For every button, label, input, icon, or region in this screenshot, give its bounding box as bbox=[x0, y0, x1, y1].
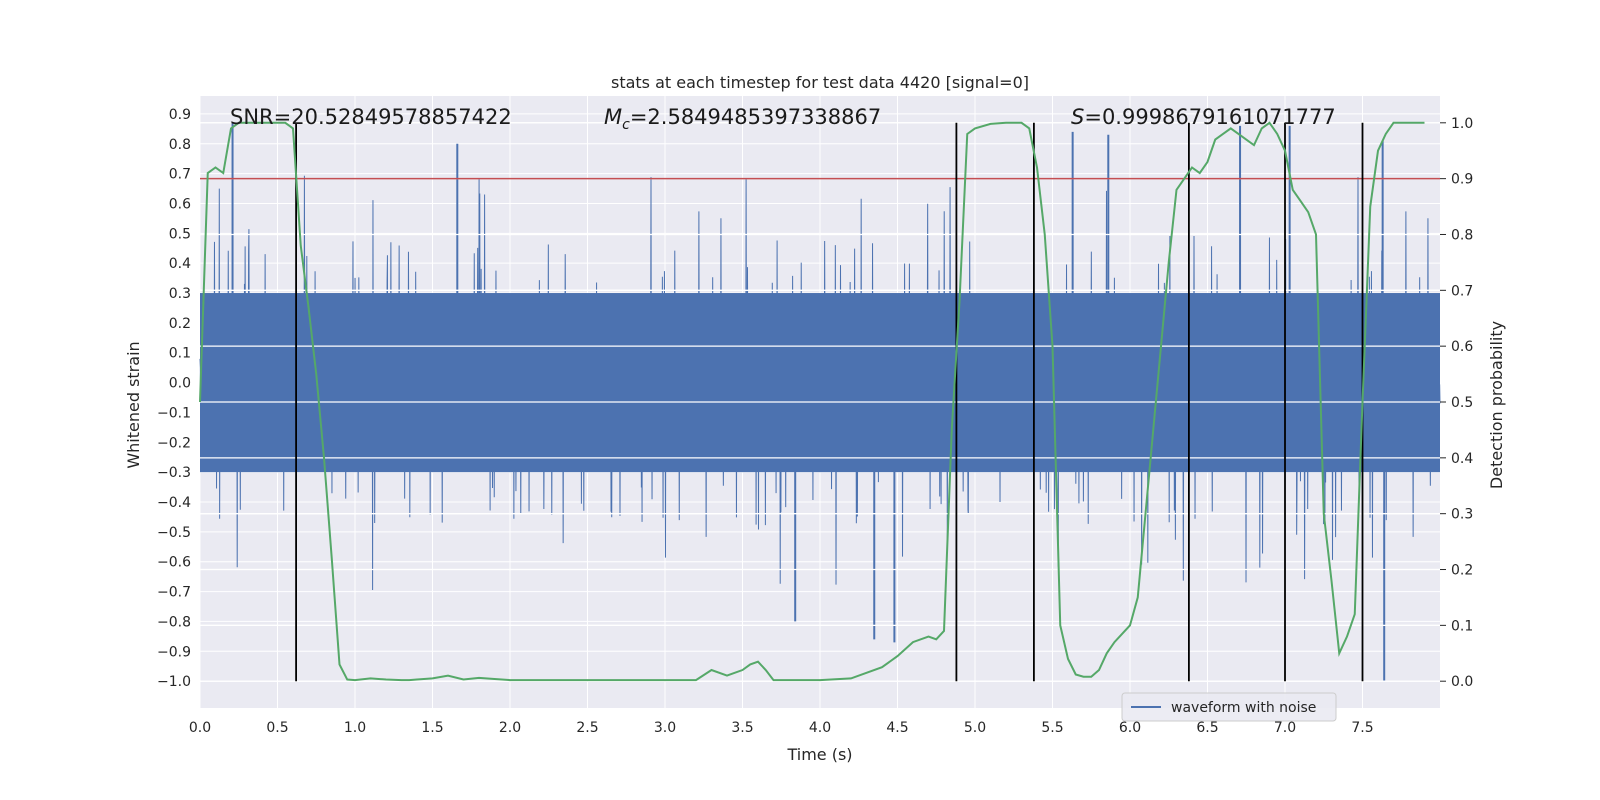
y-tick-label: 0.5 bbox=[169, 226, 191, 242]
x-tick-label: 2.0 bbox=[499, 720, 521, 736]
x-tick-label: 4.5 bbox=[886, 720, 908, 736]
y2-tick-label: 0.3 bbox=[1451, 507, 1473, 523]
x-tick-label: 6.5 bbox=[1196, 720, 1218, 736]
legend-box bbox=[1121, 692, 1337, 722]
y-tick-label: 0.2 bbox=[169, 316, 191, 332]
y2-tick-label: 0.8 bbox=[1451, 227, 1473, 243]
y2-tick-label: 0.5 bbox=[1451, 395, 1473, 411]
s-annotation: S=0.9998679161071777 bbox=[1071, 105, 1336, 129]
probability-series bbox=[199, 121, 1425, 682]
y2-axis-ticks: 1.0 0.9 0.8 0.7 0.6 0.5 0.4 0.3 0.2 0.1 0.0 bbox=[1440, 116, 1473, 690]
x-tick-label: 3.0 bbox=[654, 720, 676, 736]
snr-annotation: SNR=20.52849578857422 bbox=[230, 105, 512, 129]
x-tick-label: 4.0 bbox=[809, 720, 831, 736]
x-tick-label: 7.0 bbox=[1274, 720, 1296, 736]
y-tick-label: −0.5 bbox=[157, 525, 191, 541]
x-axis-label: Time (s) bbox=[786, 745, 852, 764]
y-tick-label: −0.3 bbox=[157, 465, 191, 481]
mc-annotation: Mc=2.5849485397338867 bbox=[604, 105, 881, 133]
y-tick-label: −0.4 bbox=[157, 495, 191, 511]
legend-label: waveform with noise bbox=[1171, 700, 1316, 716]
x-tick-label: 2.5 bbox=[576, 720, 598, 736]
y-tick-label: −1.0 bbox=[157, 674, 191, 690]
y2-tick-label: 0.1 bbox=[1451, 618, 1473, 634]
y-tick-label: −0.9 bbox=[157, 644, 191, 660]
x-tick-label: 5.0 bbox=[964, 720, 986, 736]
y2-axis-label: Detection probability bbox=[1487, 321, 1506, 489]
y-tick-label: 0.8 bbox=[169, 137, 191, 153]
mc-symbol: M bbox=[604, 105, 622, 129]
y-axis-ticks: 0.9 0.8 0.7 0.6 0.5 0.4 0.3 0.2 0.1 0.0 −0.1 −0.2 −0… bbox=[157, 107, 191, 690]
s-value: =0.9998679161071777 bbox=[1084, 105, 1335, 129]
y2-tick-label: 0.7 bbox=[1451, 283, 1473, 299]
waveform-series bbox=[199, 122, 1441, 682]
s-symbol: S bbox=[1071, 105, 1084, 129]
x-tick-label: 0.5 bbox=[266, 720, 288, 736]
y-tick-label: −0.2 bbox=[157, 435, 191, 451]
x-tick-label: 1.0 bbox=[344, 720, 366, 736]
y-tick-label: −0.6 bbox=[157, 555, 191, 571]
y-tick-label: 0.6 bbox=[169, 196, 191, 212]
y-tick-label: 0.9 bbox=[169, 107, 191, 123]
y2-tick-label: 1.0 bbox=[1451, 116, 1473, 132]
y-tick-label: 0.0 bbox=[169, 376, 191, 392]
mc-value: =2.5849485397338867 bbox=[630, 105, 881, 129]
y-tick-label: −0.7 bbox=[157, 585, 191, 601]
legend: waveform with noise bbox=[1121, 692, 1337, 722]
x-axis-ticks: 0.0 0.5 1.0 1.5 2.0 2.5 3.0 3.5 4.0 4.5 5.0 5.5 6.0 6… bbox=[189, 720, 1374, 736]
x-tick-label: 3.5 bbox=[731, 720, 753, 736]
y-tick-label: −0.8 bbox=[157, 614, 191, 630]
probability-line bbox=[199, 121, 1425, 682]
waveform-core-band bbox=[200, 293, 1440, 473]
x-tick-label: 1.5 bbox=[421, 720, 443, 736]
y-tick-label: 0.3 bbox=[169, 286, 191, 302]
x-tick-label: 7.5 bbox=[1351, 720, 1373, 736]
y-tick-label: 0.1 bbox=[169, 346, 191, 362]
y-tick-label: 0.7 bbox=[169, 167, 191, 183]
y2-tick-label: 0.6 bbox=[1451, 339, 1473, 355]
y-tick-label: 0.4 bbox=[169, 256, 191, 272]
y2-tick-label: 0.2 bbox=[1451, 563, 1473, 579]
x-tick-label: 6.0 bbox=[1119, 720, 1141, 736]
y-axis-label: Whitened strain bbox=[124, 341, 143, 468]
y2-tick-label: 0.4 bbox=[1451, 451, 1473, 467]
x-tick-label: 5.5 bbox=[1041, 720, 1063, 736]
y-tick-label: −0.1 bbox=[157, 405, 191, 421]
x-tick-label: 0.0 bbox=[189, 720, 211, 736]
y2-tick-label: 0.9 bbox=[1451, 172, 1473, 188]
chart-title: stats at each timestep for test data 442… bbox=[611, 73, 1029, 92]
y2-tick-label: 0.0 bbox=[1451, 674, 1473, 690]
mc-subscript: c bbox=[622, 117, 630, 133]
